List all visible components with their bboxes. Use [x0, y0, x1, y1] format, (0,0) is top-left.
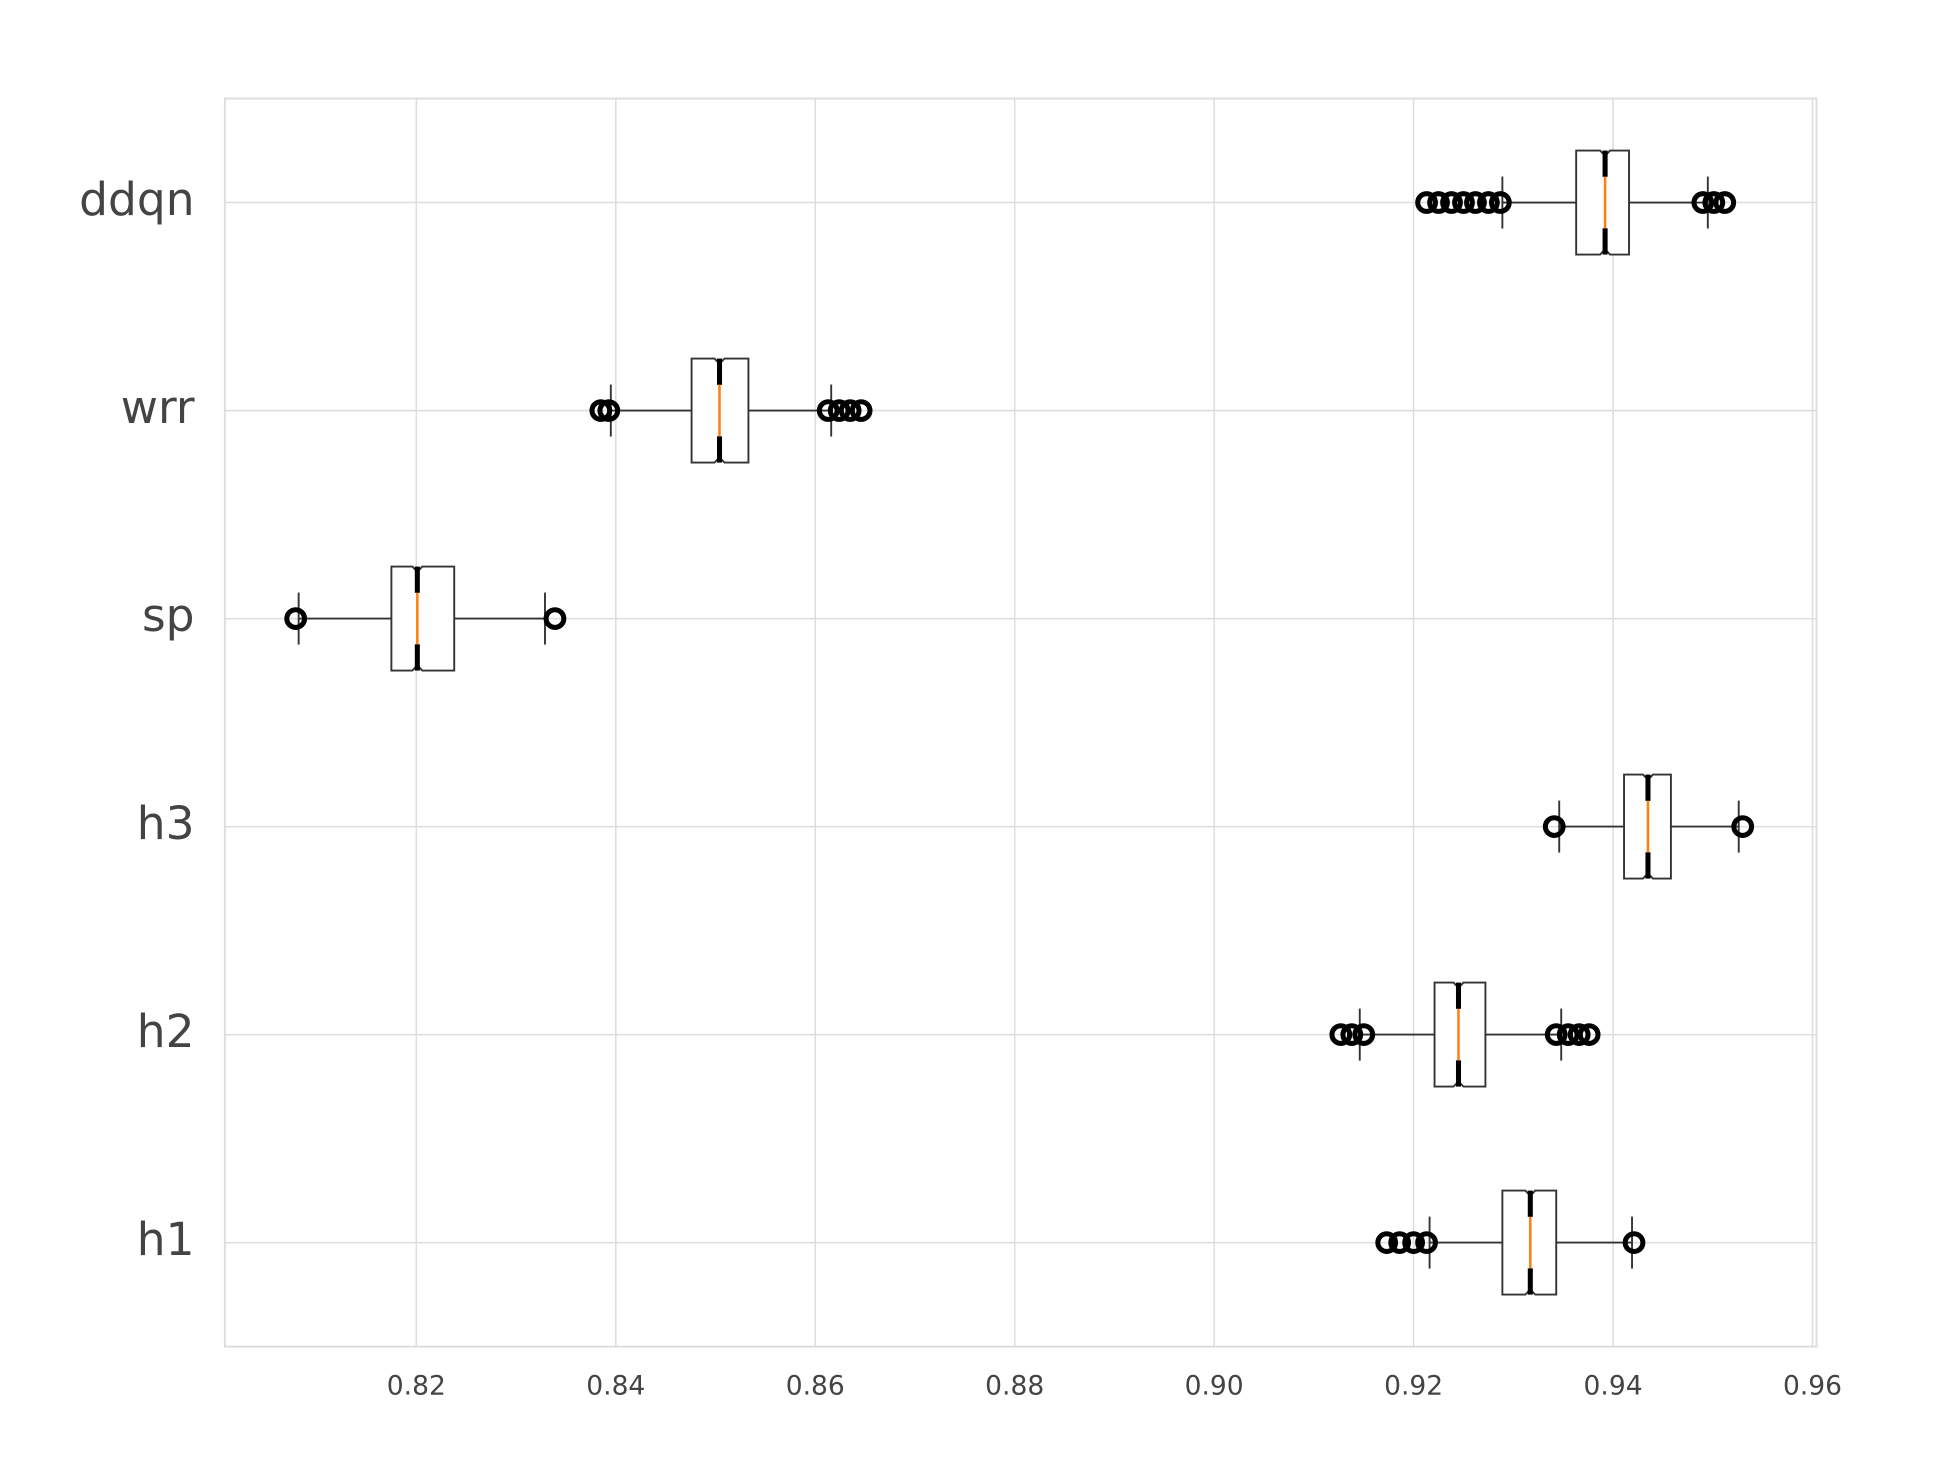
flier: [1489, 191, 1512, 214]
flier: [1544, 1023, 1568, 1046]
flier: [1415, 191, 1438, 214]
y-tick-label: wrr: [121, 381, 195, 434]
flier: [1556, 1023, 1580, 1046]
x-tick-label: 0.96: [1783, 1371, 1842, 1402]
x-tick-label: 0.90: [1185, 1371, 1244, 1402]
flier: [1577, 1023, 1601, 1046]
flier: [849, 399, 873, 422]
flier: [1427, 191, 1450, 214]
flier: [1713, 191, 1737, 214]
flier: [1702, 191, 1726, 214]
flier: [284, 607, 308, 630]
flier: [1731, 815, 1755, 838]
flier: [816, 399, 840, 422]
flier: [1402, 1231, 1425, 1254]
x-tick-label: 0.86: [786, 1371, 845, 1402]
flier: [1691, 191, 1715, 214]
flier: [1622, 1231, 1646, 1254]
x-tick-label: 0.84: [586, 1371, 645, 1402]
flier: [1440, 191, 1463, 214]
flier: [1329, 1023, 1353, 1046]
flier: [1388, 1231, 1412, 1254]
x-tick-label: 0.88: [985, 1371, 1044, 1402]
y-tick-label: sp: [142, 589, 195, 642]
flier: [1340, 1023, 1364, 1046]
x-tick-label: 0.94: [1584, 1371, 1643, 1402]
flier: [1452, 191, 1475, 214]
flier: [1464, 191, 1487, 214]
flier: [1477, 191, 1500, 214]
plot-frame: [223, 97, 1818, 1348]
flier: [1352, 1023, 1376, 1046]
flier: [1415, 1231, 1438, 1254]
y-tick-label: h2: [137, 1005, 195, 1058]
flier: [1567, 1023, 1591, 1046]
flier: [827, 399, 851, 422]
x-tick-label: 0.82: [387, 1371, 446, 1402]
x-tick-label: 0.92: [1384, 1371, 1443, 1402]
y-tick-label: h1: [137, 1213, 195, 1266]
flier: [1375, 1231, 1399, 1254]
box: [390, 565, 456, 672]
flier: [543, 607, 567, 630]
y-tick-label: ddqn: [79, 173, 194, 226]
flier: [1542, 815, 1566, 838]
flier: [838, 399, 862, 422]
flier: [597, 399, 621, 422]
flier: [589, 399, 613, 422]
y-tick-label: h3: [137, 797, 195, 850]
